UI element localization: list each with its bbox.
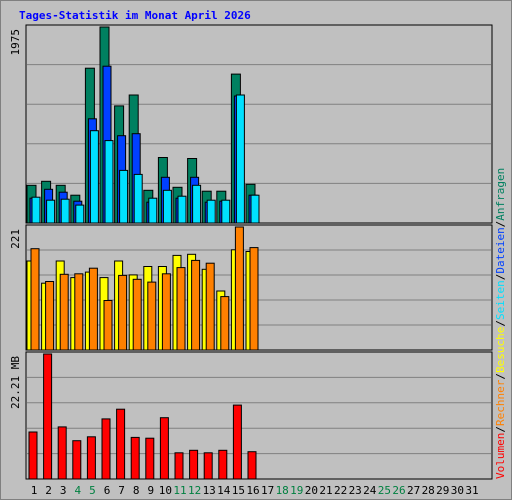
rechner-bar bbox=[220, 296, 230, 351]
x-tick-label-29: 29 bbox=[436, 484, 449, 497]
seiten-bar bbox=[221, 199, 231, 224]
middle-y-max-label: 221 bbox=[9, 229, 22, 249]
seiten-bar bbox=[89, 130, 99, 224]
legend-item-besuche: Besuche bbox=[494, 327, 507, 373]
seiten-bar bbox=[250, 194, 260, 224]
rechner-bar bbox=[191, 259, 201, 351]
volumen-bar bbox=[28, 431, 38, 480]
bottom-y-max-label: 22.21 MB bbox=[9, 356, 22, 409]
x-tick-label-7: 7 bbox=[118, 484, 125, 497]
volumen-bar bbox=[101, 418, 111, 480]
x-tick-label-10: 10 bbox=[159, 484, 172, 497]
rechner-bar bbox=[176, 267, 186, 351]
legend-item-dateien: Dateien bbox=[494, 227, 507, 273]
x-tick-label-6: 6 bbox=[104, 484, 111, 497]
seiten-bar bbox=[177, 195, 187, 224]
x-tick-label-1: 1 bbox=[31, 484, 38, 497]
seiten-bar bbox=[46, 199, 56, 224]
x-tick-label-31: 31 bbox=[465, 484, 478, 497]
rechner-bar bbox=[132, 278, 142, 351]
legend-separator: / bbox=[494, 274, 507, 281]
rechner-bar bbox=[74, 273, 84, 351]
x-tick-label-12: 12 bbox=[188, 484, 201, 497]
x-tick-label-2: 2 bbox=[45, 484, 52, 497]
seiten-bar bbox=[148, 197, 158, 224]
seiten-bar bbox=[104, 140, 114, 224]
volumen-bar bbox=[72, 440, 82, 480]
x-tick-label-4: 4 bbox=[74, 484, 81, 497]
volumen-bar bbox=[189, 449, 199, 480]
x-tick-label-27: 27 bbox=[407, 484, 420, 497]
seiten-bar bbox=[75, 204, 85, 224]
rechner-bar bbox=[161, 273, 171, 351]
x-tick-label-14: 14 bbox=[217, 484, 231, 497]
legend-separator: / bbox=[494, 221, 507, 228]
seiten-bar bbox=[60, 198, 70, 224]
rechner-bar bbox=[30, 248, 40, 351]
legend-item-volumen: Volumen bbox=[494, 433, 507, 479]
volumen-bar bbox=[57, 426, 67, 480]
rechner-bar bbox=[205, 262, 215, 351]
rechner-bar bbox=[118, 274, 128, 351]
x-tick-label-9: 9 bbox=[147, 484, 154, 497]
volumen-bar bbox=[130, 436, 140, 480]
x-tick-label-3: 3 bbox=[60, 484, 67, 497]
legend-separator: / bbox=[494, 373, 507, 380]
seiten-bar bbox=[119, 169, 129, 224]
x-tick-label-20: 20 bbox=[305, 484, 318, 497]
volumen-bar bbox=[247, 451, 257, 480]
x-tick-label-28: 28 bbox=[422, 484, 435, 497]
rechner-bar bbox=[103, 300, 113, 351]
volumen-bar bbox=[174, 452, 184, 480]
x-tick-label-18: 18 bbox=[276, 484, 289, 497]
x-tick-label-8: 8 bbox=[133, 484, 140, 497]
rechner-bar bbox=[249, 247, 259, 351]
x-tick-label-25: 25 bbox=[378, 484, 391, 497]
seiten-bar bbox=[133, 173, 143, 224]
x-tick-label-19: 19 bbox=[290, 484, 303, 497]
x-tick-label-5: 5 bbox=[89, 484, 96, 497]
volumen-bar bbox=[116, 408, 126, 480]
volumen-bar bbox=[145, 437, 155, 480]
x-tick-label-23: 23 bbox=[349, 484, 362, 497]
seiten-bar bbox=[192, 184, 202, 224]
top-y-max-label: 1975 bbox=[9, 29, 22, 56]
seiten-bar bbox=[235, 94, 245, 224]
volumen-bar bbox=[159, 417, 169, 480]
legend-item-anfragen: Anfragen bbox=[494, 168, 507, 221]
x-tick-label-24: 24 bbox=[363, 484, 377, 497]
rechner-bar bbox=[88, 267, 98, 351]
x-tick-label-30: 30 bbox=[451, 484, 464, 497]
x-tick-label-17: 17 bbox=[261, 484, 274, 497]
rechner-bar bbox=[45, 281, 55, 351]
x-tick-label-13: 13 bbox=[203, 484, 216, 497]
x-tick-label-26: 26 bbox=[392, 484, 405, 497]
legend-item-seiten: Seiten bbox=[494, 280, 507, 320]
legend-item-rechner: Rechner bbox=[494, 379, 507, 426]
x-tick-label-11: 11 bbox=[173, 484, 186, 497]
chart-title: Tages-Statistik im Monat April 2026 bbox=[19, 9, 251, 22]
seiten-bar bbox=[162, 189, 172, 224]
legend-separator: / bbox=[494, 426, 507, 433]
volumen-bar bbox=[86, 436, 96, 480]
legend: Volumen/Rechner/Besuche/Seiten/Dateien/A… bbox=[494, 168, 507, 479]
x-tick-label-22: 22 bbox=[334, 484, 347, 497]
x-tick-label-21: 21 bbox=[319, 484, 332, 497]
volumen-bar bbox=[232, 404, 242, 480]
legend-separator: / bbox=[494, 320, 507, 327]
x-tick-label-15: 15 bbox=[232, 484, 245, 497]
x-tick-label-16: 16 bbox=[246, 484, 259, 497]
rechner-bar bbox=[234, 226, 244, 351]
volumen-bar bbox=[203, 452, 213, 480]
rechner-bar bbox=[59, 273, 69, 351]
seiten-bar bbox=[206, 199, 216, 224]
volumen-bar bbox=[43, 353, 53, 480]
volumen-bar bbox=[218, 449, 228, 480]
rechner-bar bbox=[147, 281, 157, 351]
seiten-bar bbox=[31, 196, 41, 224]
